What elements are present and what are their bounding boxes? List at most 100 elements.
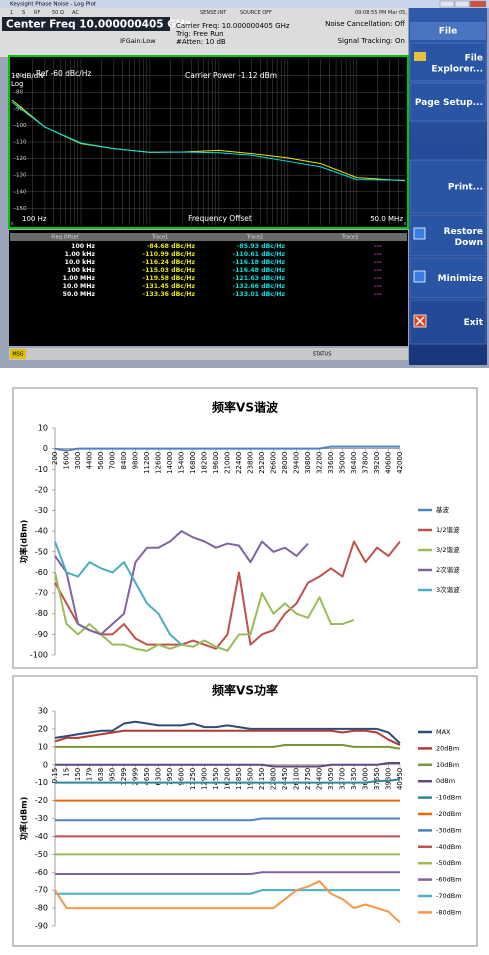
table-cell: -115.03 dBc/Hz (143, 267, 196, 274)
table-cell: 10.0 kHz (65, 259, 96, 266)
x-tick-label: 24450 (281, 768, 289, 790)
y-tick-label: 10 (38, 424, 48, 433)
menu-button[interactable] (409, 82, 487, 122)
table-cell: 50.0 MHz (63, 291, 96, 298)
trig: Trig: Free Run (175, 30, 224, 38)
table-cell: -116.24 dBc/Hz (143, 259, 196, 266)
exit-x (415, 316, 425, 326)
table-cell: -133.01 dBc/Hz (233, 291, 286, 298)
series-line (54, 530, 309, 636)
menu-button-label[interactable]: File Explorer... (431, 53, 483, 74)
x-tick-label: 14000 (166, 452, 174, 474)
x-tick-label: 2999 (132, 768, 140, 786)
table-area (9, 230, 408, 346)
series-line (55, 744, 401, 750)
table-cell: --- (374, 259, 382, 266)
menu-button[interactable] (409, 159, 487, 214)
y-tick-label: -20 (35, 485, 48, 494)
status-item: S (22, 10, 25, 16)
menu-button-label[interactable]: Page Setup... (415, 98, 483, 108)
y-tick-label: -50 (35, 547, 48, 556)
status-item: SOURCE OFF (240, 10, 272, 16)
x-tick-label: 12600 (155, 452, 163, 474)
min-btn[interactable] (439, 0, 455, 8)
y-tick-label: -30 (35, 506, 48, 515)
status-item: SENSE:INT (200, 10, 227, 16)
x-tick-label: 40950 (396, 768, 404, 790)
x-tick-label: 1600 (63, 452, 71, 470)
status-item: AC (72, 10, 79, 16)
x-tick-label: 29400 (293, 452, 301, 474)
folder-icon (414, 52, 426, 61)
x-tick-label: 26600 (270, 452, 278, 474)
table-cell: --- (374, 267, 382, 274)
atten: #Atten: 10 dB (176, 38, 226, 46)
x-tick-label: 15 (63, 768, 71, 777)
y-tick-label: -70 (14, 73, 23, 79)
signal-tracking: Signal Tracking: On (338, 37, 405, 45)
table-cell: -116.18 dBc/Hz (233, 259, 286, 266)
x-tick-label: 35000 (339, 452, 347, 474)
y-tick-label: -20 (35, 796, 48, 805)
status-bar (9, 348, 408, 360)
y-tick-label: 0 (43, 760, 48, 769)
x-tick-label: 28000 (281, 452, 289, 474)
menu-button-label[interactable]: Print... (448, 183, 483, 193)
series-line (54, 720, 401, 744)
table-cell: -132.66 dBc/Hz (233, 283, 286, 290)
x-tick-label: 37800 (362, 452, 370, 474)
if-gain: IFGain:Low (120, 37, 156, 45)
menu-button-label[interactable]: Exit (464, 318, 484, 328)
series-line (54, 729, 401, 746)
x-tick-label: 3000 (74, 452, 82, 470)
x-tick-label: 36400 (350, 452, 358, 474)
legend-label: 2次谐波 (436, 565, 460, 574)
status: STATUS (313, 352, 332, 358)
table-cell: -116.48 dBc/Hz (233, 267, 286, 274)
x-tick-label: 25200 (258, 452, 266, 474)
y-tick-label: -100 (14, 123, 27, 129)
x-tick-label: 37650 (373, 768, 381, 790)
y-tick-label: -30 (35, 814, 48, 823)
y-tick-label: -80 (14, 90, 23, 96)
x-tick-label: 11200 (143, 452, 151, 474)
y-tick-label: -60 (35, 568, 48, 577)
status-item: 50 Ω (52, 10, 64, 16)
close-btn[interactable] (469, 0, 487, 8)
table-header-bg (10, 233, 407, 241)
x-tick-label: 26100 (293, 768, 301, 790)
y-tick-label: 30 (38, 707, 48, 716)
x-tick-label: 6300 (155, 768, 163, 786)
x-tick-label: 21000 (224, 452, 232, 474)
table-header: Trace2 (246, 235, 263, 241)
status-item: RF (34, 10, 40, 16)
title-bar (0, 0, 489, 8)
table-cell: 1.00 kHz (65, 251, 96, 258)
restore-icon (413, 227, 426, 240)
scale-label: 10 dB/div (11, 72, 44, 80)
noise-cancellation: Noise Cancellation: Off (325, 20, 405, 28)
menu-button-label[interactable]: Restore Down (444, 227, 483, 248)
x-tick-label: 7950 (166, 768, 174, 786)
center-freq[interactable]: Center Freq 10.000000405 GHz (6, 19, 191, 31)
table-cell: -110.61 dBc/Hz (233, 251, 286, 258)
menu-button[interactable] (409, 214, 487, 257)
x-tick-label: 16200 (224, 768, 232, 790)
legend-label: MAX (436, 728, 451, 736)
y-tick-label: 0 (43, 444, 48, 453)
max-btn[interactable] (454, 0, 470, 8)
x-tick-label: 7000 (109, 452, 117, 470)
y-tick-label: -90 (35, 922, 48, 931)
table-cell: -84.68 dBc/Hz (147, 243, 196, 250)
y-axis-label: 功率(dBm) (19, 520, 29, 563)
x-tick-label: 8400 (120, 452, 128, 470)
legend-label: 1/2谐波 (436, 525, 460, 534)
menu-button[interactable] (409, 42, 487, 82)
y-tick-label: -130 (14, 173, 27, 179)
y-tick-label: -40 (35, 527, 48, 536)
y-axis-label: 功率(dBm) (19, 797, 29, 840)
menu-button-label[interactable]: Minimize (438, 274, 483, 284)
table-cell: --- (374, 243, 382, 250)
x-tick-label: 0.15 (51, 768, 59, 784)
x-tick-label: 33600 (327, 452, 335, 474)
